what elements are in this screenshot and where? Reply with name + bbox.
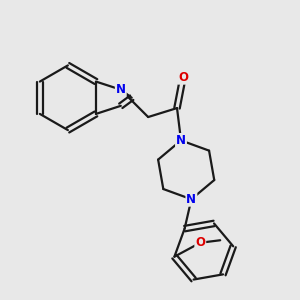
Text: N: N	[186, 193, 197, 206]
Text: N: N	[176, 134, 186, 147]
Text: O: O	[195, 236, 205, 249]
Text: N: N	[116, 83, 126, 96]
Text: O: O	[178, 71, 188, 84]
